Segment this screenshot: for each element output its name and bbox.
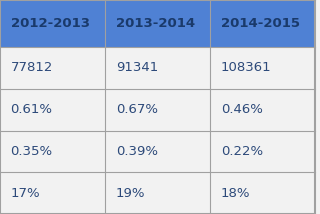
Bar (210, 0, 316, 47)
Bar (0, 47, 105, 89)
Text: 0.61%: 0.61% (11, 103, 52, 116)
Text: 17%: 17% (11, 187, 40, 200)
Bar (210, 172, 316, 214)
Text: 77812: 77812 (11, 61, 53, 74)
Bar (105, 172, 210, 214)
Text: 0.39%: 0.39% (116, 145, 158, 158)
Bar (105, 47, 210, 89)
Text: 2014-2015: 2014-2015 (221, 17, 300, 30)
Bar (0, 131, 105, 172)
Bar (210, 89, 316, 131)
Bar (105, 89, 210, 131)
Text: 0.67%: 0.67% (116, 103, 158, 116)
Text: 2013-2014: 2013-2014 (116, 17, 195, 30)
Text: 0.22%: 0.22% (221, 145, 263, 158)
Text: 91341: 91341 (116, 61, 158, 74)
Text: 2012-2013: 2012-2013 (11, 17, 90, 30)
Bar (210, 47, 316, 89)
Bar (105, 131, 210, 172)
Bar (0, 89, 105, 131)
Text: 108361: 108361 (221, 61, 271, 74)
Text: 19%: 19% (116, 187, 145, 200)
Text: 0.35%: 0.35% (11, 145, 52, 158)
Bar (0, 0, 105, 47)
Bar (105, 0, 210, 47)
Bar (0, 172, 105, 214)
Text: 0.46%: 0.46% (221, 103, 263, 116)
Text: 18%: 18% (221, 187, 250, 200)
Bar (210, 131, 316, 172)
